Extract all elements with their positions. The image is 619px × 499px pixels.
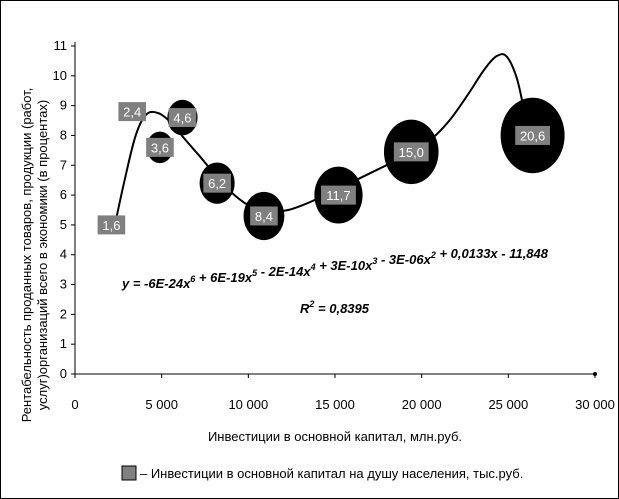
data-label-box: [168, 108, 197, 128]
x-tick-label: 20 000: [402, 397, 442, 412]
r-squared: R2 = 0,8395: [300, 299, 370, 316]
x-tick-label: 0: [71, 397, 78, 412]
trendline: [113, 53, 534, 226]
trendline-curve: [113, 53, 534, 226]
y-tick-label: 11: [54, 38, 68, 53]
data-label: 6,2: [208, 176, 226, 191]
y-tick-label: 9: [60, 98, 67, 113]
data-labels: 1,6 2,4 3,6 4,6 6,2 8,4 11,7 15,0 20,6: [97, 102, 550, 235]
axis-end-dot: [593, 372, 597, 376]
bubbles: [146, 97, 565, 241]
y-tick-label: 4: [60, 247, 67, 262]
y-axis-title-line1: Рентабельность проданных товаров, продук…: [19, 88, 34, 423]
x-tick-label: 30 000: [575, 397, 615, 412]
data-label-box: [393, 142, 429, 162]
legend-marker: [121, 465, 137, 481]
x-tick-label: 10 000: [228, 397, 268, 412]
y-tick-label: 0: [60, 366, 67, 381]
legend-label: – Инвестиции в основной капитал на душу …: [140, 466, 523, 481]
legend: – Инвестиции в основной капитал на душу …: [121, 465, 523, 481]
y-tick-label: 8: [60, 127, 67, 142]
y-tick-label: 2: [60, 306, 67, 321]
data-label: 3,6: [151, 140, 169, 155]
data-label: 1,6: [102, 218, 120, 233]
x-tick-label: 5 000: [145, 397, 178, 412]
y-tick-label: 7: [60, 157, 67, 172]
x-axis-title: Инвестиции в основной капитал, млн.руб.: [208, 429, 462, 444]
y-tick-label: 1: [60, 336, 67, 351]
y-tick-label: 5: [60, 217, 67, 232]
data-label-box: [515, 125, 550, 145]
data-label-box: [118, 102, 146, 122]
trendline-equation: y = -6E-24x6 + 6E-19x5 - 2E-14x4 + 3E-10…: [121, 246, 549, 291]
data-label-box: [321, 185, 356, 205]
y-tick-label: 3: [60, 277, 67, 292]
data-label-box: [203, 173, 231, 193]
x-tick-label: 15 000: [315, 397, 355, 412]
x-tick-label: 25 000: [488, 397, 528, 412]
data-label-box: [250, 206, 278, 226]
data-label: 4,6: [173, 111, 191, 126]
axes: 0 1 2 3 4 5 6 7 8 9 10 11 0 5 000 10 000 15 000 20 000 25…: [53, 38, 615, 412]
data-label-box: [97, 215, 126, 235]
data-label: 11,7: [326, 188, 350, 203]
y-axis-title-line2: услуг)организаций всего в экономики (в п…: [35, 100, 50, 410]
y-tick-label: 10: [53, 68, 67, 83]
data-label: 20,6: [520, 128, 545, 143]
data-label: 2,4: [123, 105, 141, 120]
y-tick-label: 6: [60, 187, 67, 202]
data-label: 8,4: [255, 209, 273, 224]
data-label: 15,0: [399, 145, 424, 160]
data-label-box: [146, 137, 174, 157]
